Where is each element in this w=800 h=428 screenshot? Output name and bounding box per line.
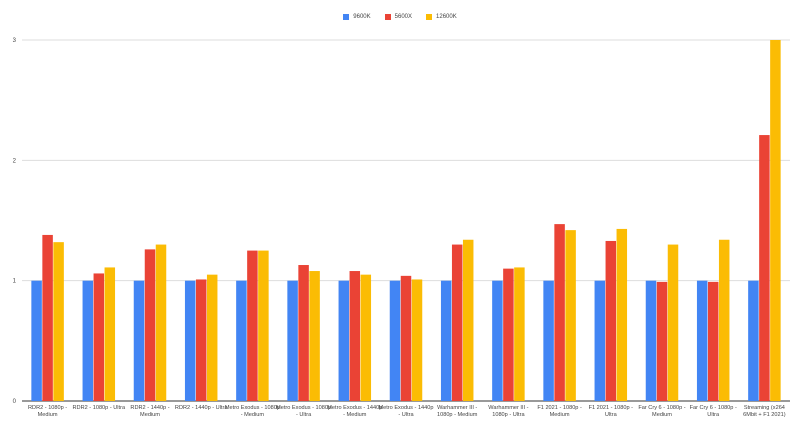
bar-9600k [645, 280, 657, 401]
bar-5600x [707, 281, 719, 401]
legend-swatch-12600k [426, 14, 433, 20]
bar-5600x [247, 250, 258, 401]
x-tick-label: Ultra [605, 412, 618, 418]
x-tick-label: Ultra [707, 412, 720, 418]
bar-12600k [360, 274, 372, 401]
bar-12600k [104, 267, 116, 401]
x-tick-label: 6Mbit + F1 2021) [743, 412, 786, 418]
x-tick-label: Far Cry 6 - 1080p - [690, 405, 737, 411]
bar-12600k [667, 244, 679, 401]
legend-label-5600x: 5600X [394, 14, 413, 20]
x-tick-label: - Ultra [398, 412, 414, 418]
bar-9600k [748, 280, 759, 401]
bar-5600x [298, 265, 309, 401]
bar-12600k [514, 267, 525, 401]
x-tick-label: Warhammer III - [488, 405, 528, 411]
bar-9600k [492, 280, 503, 401]
bar-9600k [287, 280, 298, 401]
bar-9600k [696, 280, 708, 401]
y-tick-label: 0 [13, 399, 17, 405]
bar-9600k [338, 280, 350, 401]
x-tick-label: 1080p - Medium [437, 412, 478, 418]
x-tick-label: Far Cry 6 - 1080p - [638, 405, 685, 411]
bar-12600k [309, 271, 320, 401]
bar-12600k [770, 40, 781, 401]
x-tick-label: Medium [652, 412, 672, 418]
x-tick-label: RDR2 - 1080p - [28, 405, 67, 411]
bar-9600k [184, 280, 196, 401]
bar-12600k [258, 250, 269, 401]
x-tick-label: 1080p - Ultra [492, 412, 525, 418]
x-tick-label: F1 2021 - 1080p - [589, 405, 634, 411]
bar-5600x [554, 224, 565, 401]
x-tick-label: - Ultra [296, 412, 312, 418]
legend-label-12600k: 12600K [436, 14, 457, 20]
y-tick-label: 3 [13, 38, 17, 44]
x-tick-label: Metro Exodus - 1080p [276, 405, 331, 411]
legend-item-5600x[interactable]: 5600X [384, 14, 413, 20]
bar-5600x [195, 279, 207, 401]
legend-label-9600k: 9600K [353, 14, 371, 20]
bar-12600k [462, 239, 474, 401]
x-tick-label: Metro Exodus - 1440p [378, 405, 433, 411]
bar-12600k [718, 239, 730, 401]
x-tick-label: Warhammer III - [437, 405, 477, 411]
x-tick-label: - Medium [241, 412, 265, 418]
bar-12600k [565, 230, 576, 401]
x-tick-label: Medium [140, 412, 160, 418]
x-tick-label: Metro Exodus - 1440p [327, 405, 382, 411]
bar-12600k [616, 228, 628, 401]
legend-swatch-5600x [384, 14, 391, 20]
bar-9600k [236, 280, 247, 401]
bar-9600k [594, 280, 606, 401]
bar-5600x [144, 249, 156, 401]
bar-9600k [82, 280, 94, 401]
legend-item-12600k[interactable]: 12600K [426, 14, 457, 20]
x-tick-label: RDR2 - 1440p - [130, 405, 169, 411]
bar-5600x [400, 275, 412, 401]
chart-legend: 9600K 5600X 12600K [0, 14, 800, 20]
x-tick-label: Metro Exodus - 1080p [225, 405, 280, 411]
legend-swatch-9600k [343, 14, 350, 20]
bar-12600k [155, 244, 167, 401]
bar-5600x [503, 268, 514, 401]
bar-9600k [543, 280, 554, 401]
x-tick-label: Medium [550, 412, 570, 418]
bar-12600k [206, 274, 218, 401]
y-tick-label: 1 [13, 279, 17, 285]
bar-9600k [389, 280, 401, 401]
bar-5600x [93, 273, 105, 401]
bar-5600x [656, 281, 668, 401]
bar-5600x [451, 244, 463, 401]
bar-5600x [759, 135, 770, 401]
x-tick-label: RDR2 - 1080p - Ultra [73, 405, 126, 411]
bar-5600x [42, 234, 53, 401]
y-tick-label: 2 [13, 158, 17, 164]
bar-12600k [411, 279, 423, 401]
x-tick-label: - Medium [343, 412, 367, 418]
bar-9600k [31, 280, 42, 401]
legend-item-9600k[interactable]: 9600K [343, 14, 371, 20]
x-tick-label: Streaming (x264 [744, 405, 785, 411]
bar-12600k [53, 242, 64, 401]
x-tick-label: Medium [38, 412, 58, 418]
bar-5600x [605, 240, 617, 401]
bar-5600x [349, 271, 361, 401]
bar-9600k [133, 280, 145, 401]
x-tick-label: RDR2 - 1440p - Ultra [175, 405, 228, 411]
x-tick-label: F1 2021 - 1080p - [537, 405, 582, 411]
bar-9600k [440, 280, 452, 401]
